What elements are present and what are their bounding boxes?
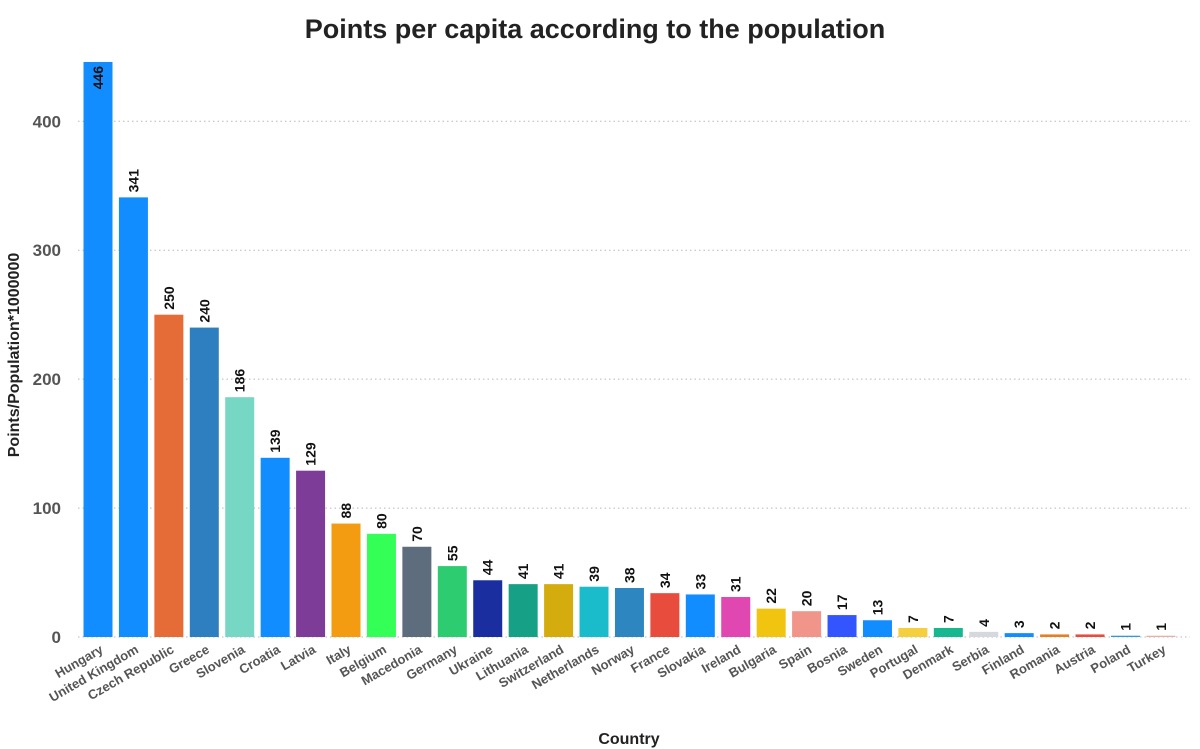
y-axis-ticks: 0 100 200 300 400 [33,112,61,647]
data-label: 2 [1082,621,1098,629]
data-label: 55 [444,545,460,561]
data-label: 22 [763,588,779,604]
x-tick-label: Austria [1051,641,1098,677]
bar [721,597,751,637]
y-tick-label: 400 [33,112,61,131]
x-tick-label: Latvia [278,641,319,673]
bar [898,627,928,637]
data-label: 41 [551,563,567,579]
bar [1004,633,1034,637]
data-label: 70 [409,526,425,542]
data-label: 1 [1153,623,1169,631]
data-label: 240 [196,299,212,323]
data-label: 31 [728,576,744,592]
bar [118,197,148,638]
bar [402,546,432,637]
data-label: 250 [161,286,177,310]
data-label: 139 [267,429,283,453]
bar [508,584,538,637]
data-label: 129 [303,442,319,466]
bar [969,631,999,637]
y-tick-label: 200 [33,370,61,389]
data-label: 88 [338,503,354,519]
bar [189,327,219,637]
data-label: 38 [621,567,637,583]
bar [862,620,892,637]
data-label: 44 [480,559,496,575]
bar [225,397,255,637]
bar [544,584,574,637]
data-label: 17 [834,594,850,610]
bar [154,314,184,637]
data-label: 13 [869,599,885,615]
bar [792,611,822,637]
y-tick-label: 300 [33,241,61,260]
data-label: 41 [515,563,531,579]
bar [331,523,361,637]
chart-title: Points per capita according to the popul… [304,14,886,44]
y-tick-label: 0 [52,628,61,647]
data-label: 3 [1011,620,1027,628]
bar [1075,634,1105,637]
data-label: 446 [90,66,106,90]
data-label: 80 [373,513,389,529]
data-label: 7 [905,615,921,623]
bar [1110,635,1140,637]
bar [296,470,326,637]
bar [437,566,467,637]
data-label: 4 [976,619,992,627]
bar [614,588,644,637]
bar [933,627,963,637]
y-axis-title: Points/Population*1000000 [6,253,23,458]
bars [83,62,1176,638]
data-label: 7 [940,615,956,623]
bar [473,580,503,637]
bar [366,533,396,637]
bar [260,457,290,637]
data-label: 34 [657,572,673,588]
data-label: 2 [1047,621,1063,629]
bar [579,586,609,637]
data-label: 1 [1117,623,1133,631]
bar [1146,635,1176,637]
bar [827,615,857,637]
y-tick-label: 100 [33,499,61,518]
x-axis-title: Country [598,731,659,748]
data-label: 20 [799,590,815,606]
x-tick-label: Poland [1088,642,1133,677]
x-tick-label: Turkey [1125,641,1169,675]
bar [685,594,715,637]
bar [756,608,786,637]
data-label: 33 [692,574,708,590]
bar [83,62,113,637]
data-label: 39 [586,566,602,582]
bar [650,593,680,637]
data-label: 341 [125,169,141,193]
data-label: 186 [232,369,248,393]
bar [1040,634,1070,637]
x-tick-label: Croatia [236,641,283,677]
